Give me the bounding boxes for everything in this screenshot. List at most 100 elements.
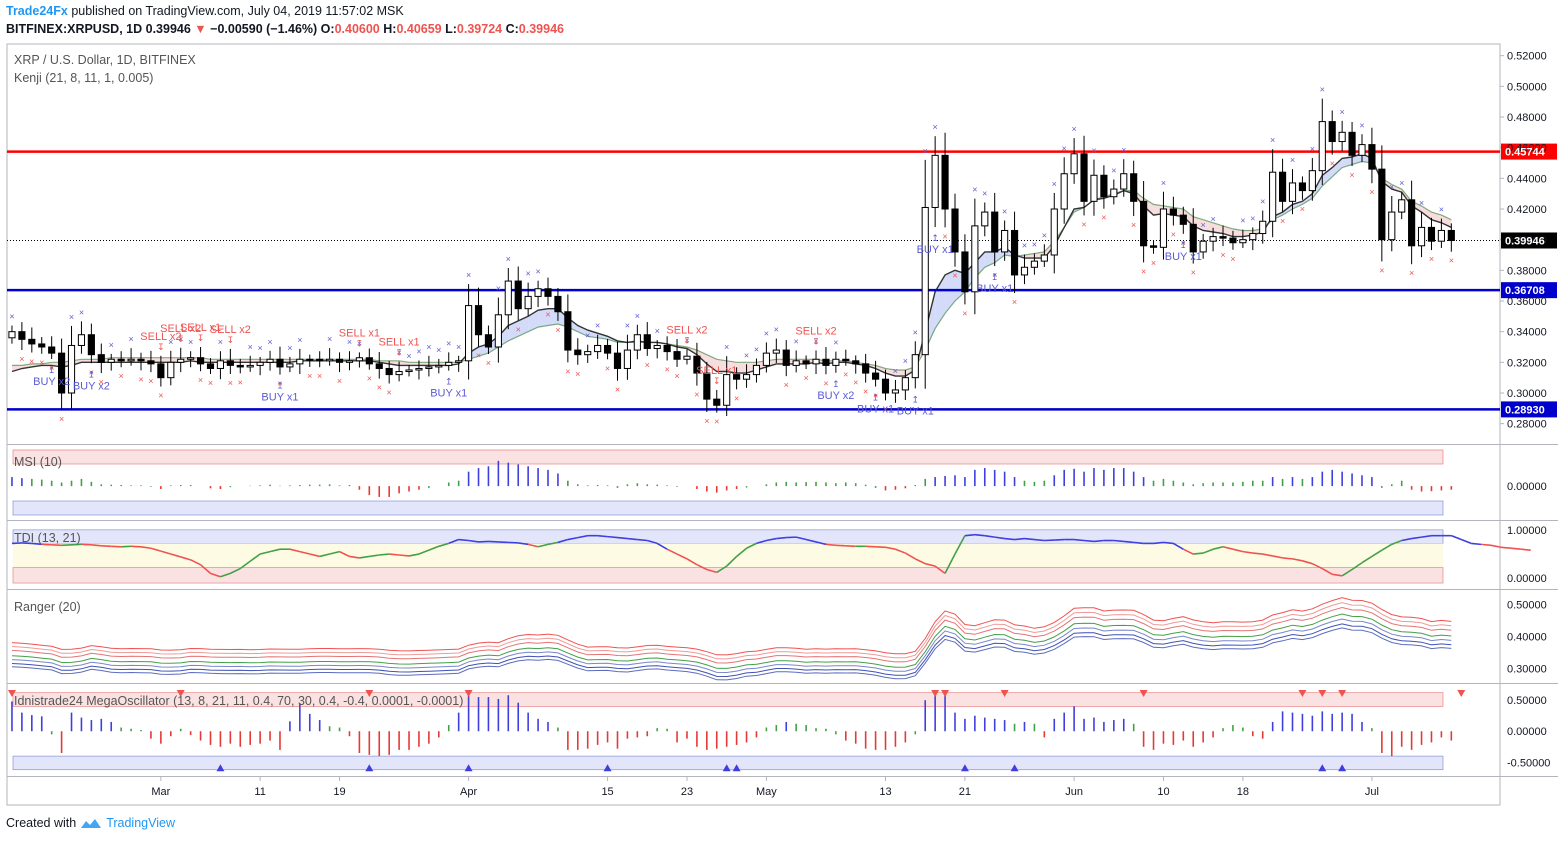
candle-body [107, 358, 115, 363]
candle-body [991, 211, 999, 253]
sell-cross-icon: × [119, 371, 124, 381]
candle-body [1040, 254, 1048, 262]
tdi-line-segment [1133, 541, 1144, 545]
tdi-line-segment [448, 538, 459, 545]
candle-body [901, 377, 909, 391]
tdi-line-segment [1074, 538, 1085, 542]
candle-body [862, 363, 870, 374]
candle-body [276, 358, 284, 368]
kenji-ribbon-segment [577, 325, 588, 337]
tdi-line-segment [904, 552, 916, 560]
tdi-line-segment [259, 550, 271, 555]
candle-body [1239, 239, 1247, 244]
candle-body [226, 360, 234, 366]
candle-body [703, 372, 711, 400]
tdi-line-segment [647, 539, 658, 545]
sell-cross-icon: × [238, 377, 243, 387]
tradingview-link[interactable]: TradingView [106, 816, 175, 830]
buy-cross-icon: × [248, 342, 253, 352]
sell-arrow-icon: ↧ [356, 338, 364, 348]
tdi-line-segment [1490, 544, 1502, 549]
mega-up-triangle-icon [216, 764, 225, 772]
mega-up-triangle-icon [365, 764, 374, 772]
tdi-line-segment [438, 542, 449, 548]
symbol-label: BITFINEX:XRPUSD, 1D [6, 22, 143, 36]
kenji-ribbon-segment [716, 359, 727, 372]
buy-cross-icon: × [178, 334, 183, 344]
tdi-line-segment [359, 555, 370, 559]
tdi-upper-zone [12, 529, 1444, 544]
kenji-ribbon-segment [1391, 184, 1402, 193]
buy-cross-icon: × [1260, 197, 1265, 207]
kenji-ribbon-segment [726, 360, 737, 374]
sell-cross-icon: × [1171, 230, 1176, 240]
sell-cross-icon: × [605, 363, 610, 373]
buy-cross-icon: × [396, 348, 401, 358]
candle-body [1199, 240, 1207, 253]
ranger-line-3 [11, 613, 1452, 669]
sell-arrow-icon: ↧ [197, 333, 205, 343]
tdi-line-segment [686, 558, 698, 566]
tdi-line-segment [458, 538, 469, 542]
candle-body [603, 344, 612, 354]
candle-body [1001, 229, 1009, 253]
tdi-line-segment [696, 563, 708, 571]
sell-arrow-icon: ↧ [227, 335, 235, 345]
mega-down-triangle-icon [1298, 689, 1307, 697]
sell-cross-icon: × [1349, 170, 1354, 180]
sell-cross-icon: × [694, 390, 699, 400]
sell-cross-icon: × [714, 417, 719, 427]
buy-cross-icon: × [168, 337, 173, 347]
candle-body [1080, 153, 1088, 202]
kenji-ribbon-segment [548, 308, 558, 326]
candle-body [1368, 144, 1376, 170]
sell-cross-icon: × [942, 231, 947, 241]
buy-cross-icon: × [684, 335, 689, 345]
msi-axis-label-0: 0.00000 [1507, 481, 1547, 493]
candle-body [693, 355, 701, 374]
sell-cross-icon: × [863, 387, 868, 397]
candle-body [1288, 182, 1297, 202]
buy-signal-label: BUY x2 [817, 390, 854, 402]
buy-arrow-icon: ↥ [912, 394, 920, 404]
sell-cross-icon: × [39, 358, 44, 368]
candle-body [1229, 237, 1237, 244]
publish-line: Trade24Fx published on TradingView.com, … [6, 4, 404, 18]
buy-signal-label: BUY x1 [1165, 251, 1202, 263]
mega-up-triangle-icon [722, 764, 731, 772]
tdi-line-segment [1262, 553, 1273, 557]
tdi-line-segment [1361, 555, 1373, 564]
price-tick-label-0: 0.52000 [1507, 51, 1547, 63]
buy-cross-icon: × [813, 336, 818, 346]
kenji-ribbon-segment [1421, 205, 1432, 220]
date-tick-label-4: 15 [601, 786, 613, 798]
buy-cross-icon: × [466, 270, 471, 280]
buy-arrow-icon: ↥ [991, 272, 999, 282]
candle-body [365, 357, 373, 365]
buy-signal-label: BUY x2 [33, 376, 70, 388]
buy-cross-icon: × [933, 122, 938, 132]
candle-body [187, 357, 195, 360]
buy-cross-icon: × [1201, 220, 1206, 230]
buy-cross-icon: × [893, 366, 898, 376]
sell-signal-label: SELL x2 [160, 323, 201, 335]
candle-body [157, 363, 165, 379]
buy-cross-icon: × [188, 337, 193, 347]
tdi-lower-zone [12, 567, 1444, 584]
candle-body [951, 208, 959, 253]
ranger-line-2 [11, 606, 1452, 664]
kenji-ribbon-segment [81, 359, 92, 363]
buy-cross-icon: × [655, 326, 660, 336]
sell-cross-icon: × [704, 416, 709, 426]
tdi-line-segment [1401, 537, 1412, 542]
sell-cross-icon: × [803, 373, 808, 383]
kenji-ribbon-segment [587, 330, 598, 338]
tdi-line-segment [1282, 557, 1293, 560]
candle-body [1189, 223, 1197, 253]
publisher-name[interactable]: Trade24Fx [6, 4, 68, 18]
buy-cross-icon: × [1419, 198, 1424, 208]
candle-body [961, 251, 969, 293]
price-tick-label-9: 0.34000 [1507, 327, 1547, 339]
buy-arrow-icon: ↥ [931, 233, 939, 243]
